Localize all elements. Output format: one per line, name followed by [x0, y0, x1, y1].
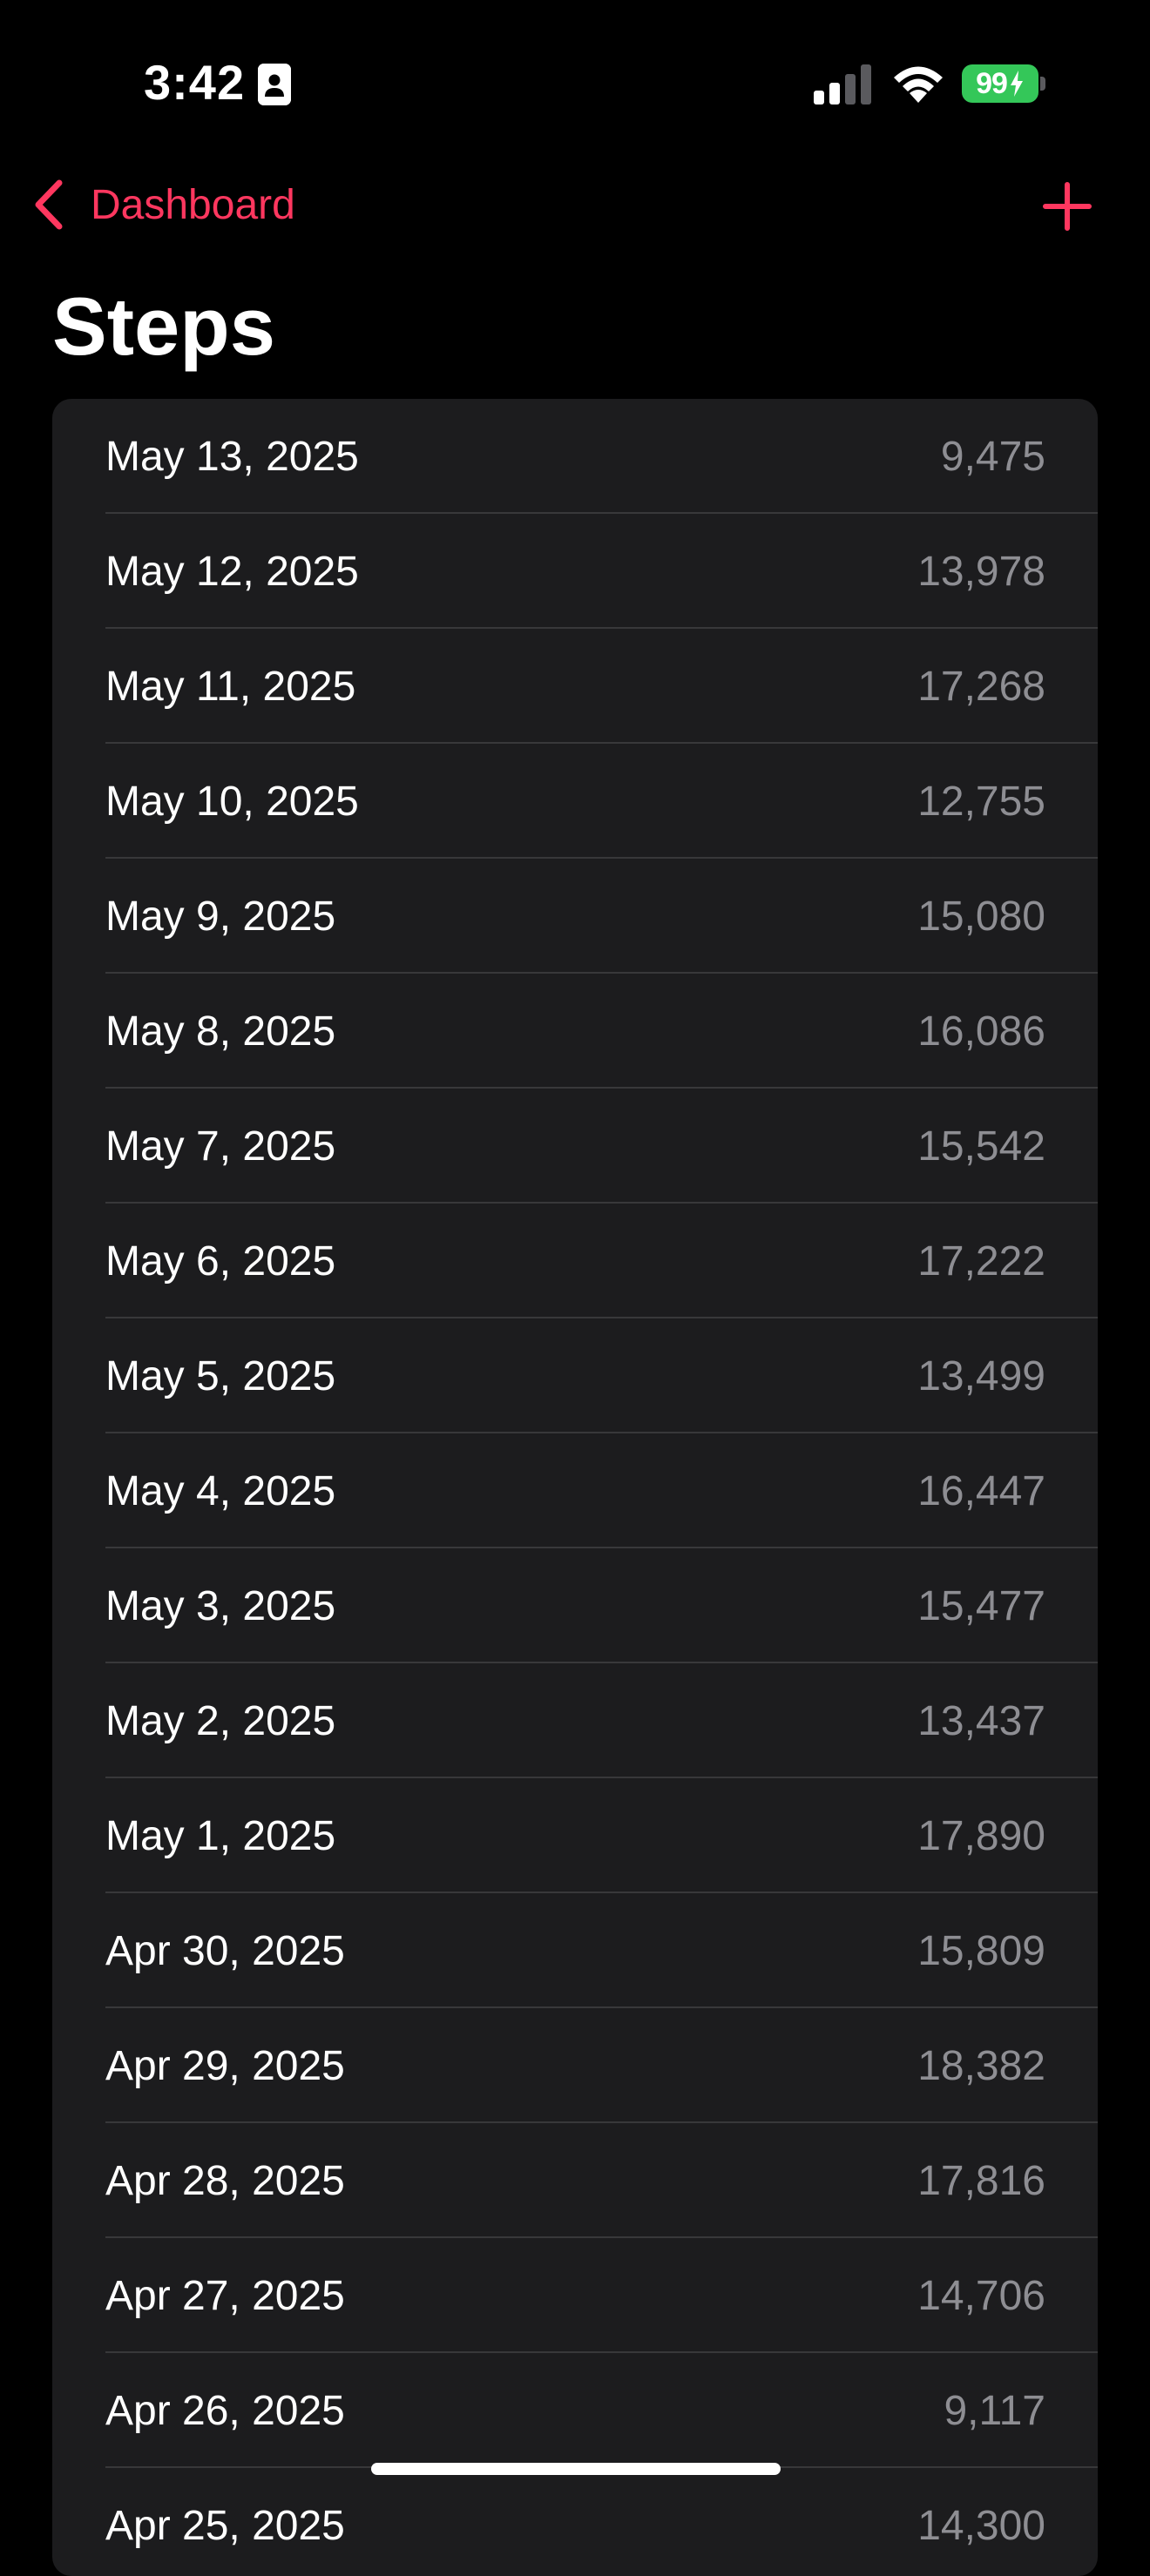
row-step-count: 16,086 — [917, 1008, 1045, 1055]
row-date: May 1, 2025 — [105, 1812, 336, 1859]
row-date: May 9, 2025 — [105, 893, 336, 940]
back-button-label: Dashboard — [91, 181, 295, 228]
row-step-count: 16,447 — [917, 1467, 1045, 1514]
row-step-count: 12,755 — [917, 778, 1045, 825]
cellular-signal-icon — [814, 64, 873, 105]
list-item[interactable]: Apr 29, 2025 18,382 — [52, 2008, 1098, 2123]
list-item[interactable]: May 10, 2025 12,755 — [52, 744, 1098, 859]
row-step-count: 13,499 — [917, 1352, 1045, 1399]
status-time: 3:42 — [144, 55, 246, 110]
row-date: May 8, 2025 — [105, 1008, 336, 1055]
row-date: May 4, 2025 — [105, 1467, 336, 1514]
row-step-count: 15,542 — [917, 1123, 1045, 1170]
row-date: May 2, 2025 — [105, 1697, 336, 1744]
list-item[interactable]: May 13, 2025 9,475 — [52, 399, 1098, 514]
row-date: Apr 29, 2025 — [105, 2042, 345, 2089]
list-item[interactable]: May 5, 2025 13,499 — [52, 1318, 1098, 1433]
row-step-count: 17,890 — [917, 1812, 1045, 1859]
list-item[interactable]: May 6, 2025 17,222 — [52, 1204, 1098, 1318]
row-step-count: 13,437 — [917, 1697, 1045, 1744]
row-date: Apr 30, 2025 — [105, 1927, 345, 1974]
row-date: Apr 27, 2025 — [105, 2272, 345, 2319]
row-date: May 3, 2025 — [105, 1582, 336, 1629]
row-step-count: 17,268 — [917, 663, 1045, 710]
list-item[interactable]: May 3, 2025 15,477 — [52, 1548, 1098, 1663]
row-step-count: 14,300 — [917, 2502, 1045, 2549]
row-step-count: 15,477 — [917, 1582, 1045, 1629]
row-step-count: 15,809 — [917, 1927, 1045, 1974]
list-item[interactable]: May 7, 2025 15,542 — [52, 1089, 1098, 1204]
row-date: May 7, 2025 — [105, 1123, 336, 1170]
list-item[interactable]: May 4, 2025 16,447 — [52, 1433, 1098, 1548]
row-date: May 6, 2025 — [105, 1237, 336, 1285]
charging-bolt-icon — [1010, 71, 1023, 97]
battery-cap — [1040, 77, 1045, 91]
list-item[interactable]: Apr 30, 2025 15,809 — [52, 1893, 1098, 2008]
row-date: Apr 26, 2025 — [105, 2387, 345, 2434]
row-step-count: 17,222 — [917, 1237, 1045, 1285]
row-step-count: 13,978 — [917, 548, 1045, 595]
row-date: May 10, 2025 — [105, 778, 359, 825]
wifi-icon — [890, 63, 946, 105]
row-step-count: 17,816 — [917, 2157, 1045, 2204]
row-date: May 11, 2025 — [105, 663, 356, 710]
steps-list: May 13, 2025 9,475 May 12, 2025 13,978 May 1… — [52, 399, 1098, 2576]
battery-level: 99 — [976, 66, 1008, 100]
status-bar: 3:42 99 — [0, 0, 1150, 165]
row-step-count: 14,706 — [917, 2272, 1045, 2319]
row-step-count: 18,382 — [917, 2042, 1045, 2089]
list-item[interactable]: May 12, 2025 13,978 — [52, 514, 1098, 629]
row-date: Apr 25, 2025 — [105, 2502, 345, 2549]
row-step-count: 9,475 — [940, 433, 1045, 480]
row-date: Apr 28, 2025 — [105, 2157, 345, 2204]
row-step-count: 9,117 — [944, 2387, 1045, 2434]
list-item[interactable]: May 2, 2025 13,437 — [52, 1663, 1098, 1778]
add-icon[interactable] — [1042, 181, 1092, 232]
back-button[interactable]: Dashboard — [31, 174, 295, 235]
battery-indicator: 99 — [962, 64, 1038, 103]
list-item[interactable]: May 9, 2025 15,080 — [52, 859, 1098, 974]
chevron-left-icon — [35, 179, 63, 230]
page-title: Steps — [52, 280, 275, 372]
list-item[interactable]: Apr 26, 2025 9,117 — [52, 2353, 1098, 2468]
row-date: May 5, 2025 — [105, 1352, 336, 1399]
list-item[interactable]: Apr 27, 2025 14,706 — [52, 2238, 1098, 2353]
list-item[interactable]: Apr 25, 2025 14,300 — [52, 2468, 1098, 2576]
row-step-count: 15,080 — [917, 893, 1045, 940]
list-item[interactable]: May 8, 2025 16,086 — [52, 974, 1098, 1089]
row-date: May 13, 2025 — [105, 433, 359, 480]
row-date: May 12, 2025 — [105, 548, 359, 595]
contact-card-icon — [258, 64, 291, 105]
list-item[interactable]: May 1, 2025 17,890 — [52, 1778, 1098, 1893]
list-item[interactable]: Apr 28, 2025 17,816 — [52, 2123, 1098, 2238]
home-indicator[interactable] — [371, 2463, 781, 2475]
list-item[interactable]: May 11, 2025 17,268 — [52, 629, 1098, 744]
